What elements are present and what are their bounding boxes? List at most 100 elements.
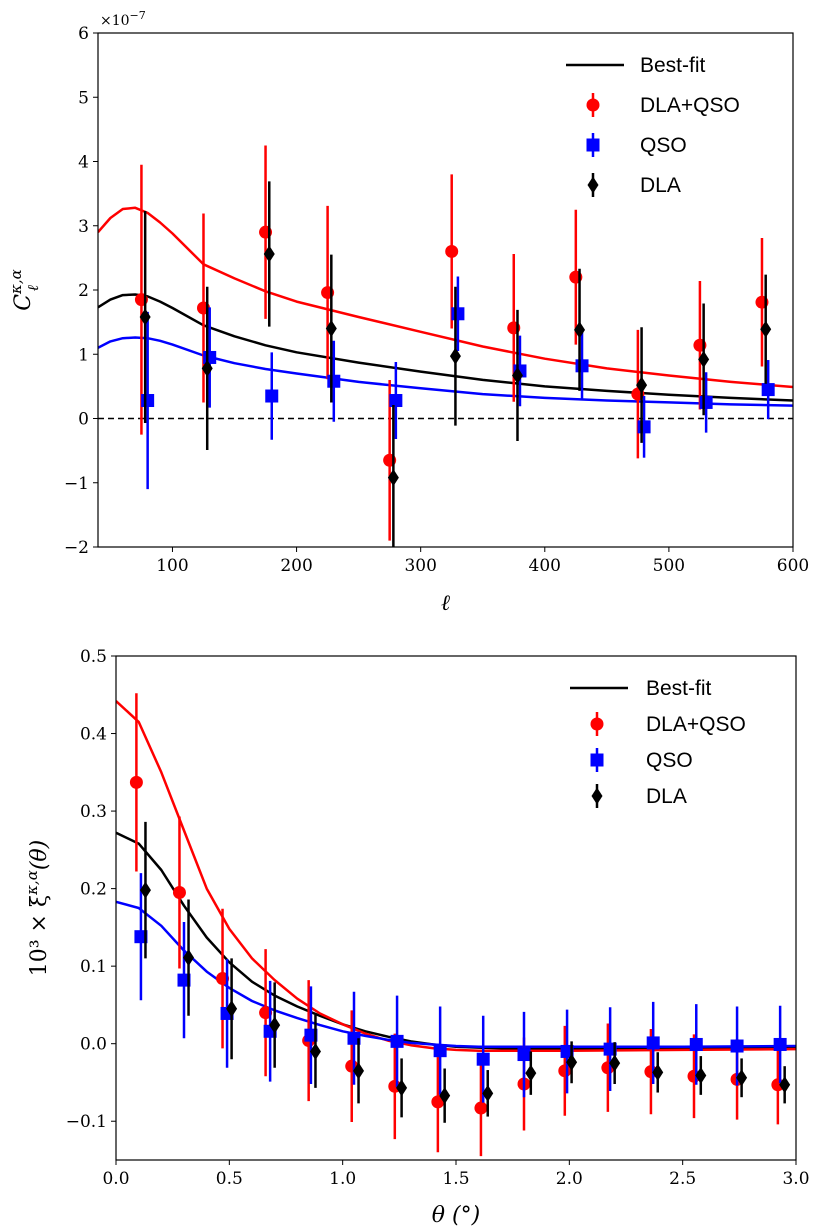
data-point	[177, 973, 191, 987]
y-axis-title-main: C	[11, 294, 36, 311]
data-point	[201, 359, 213, 377]
data-point	[652, 1063, 664, 1081]
data-point	[525, 1064, 537, 1082]
y-tick-label: −1	[64, 474, 89, 494]
data-point	[183, 949, 195, 967]
data-point	[259, 1006, 273, 1020]
x-tick-label: 500	[653, 556, 685, 576]
y-tick-label: 5	[78, 88, 89, 108]
data-point	[609, 1054, 621, 1072]
data-point	[433, 1044, 447, 1058]
series-qso	[134, 873, 787, 1103]
best-fit-curve-black	[98, 293, 793, 402]
legend-marker-diamond	[587, 176, 599, 194]
y-axis-title-suffix: (θ)	[27, 840, 52, 870]
data-point	[304, 1028, 318, 1042]
data-point	[511, 366, 523, 384]
legend-label: QSO	[640, 134, 687, 157]
data-point	[134, 930, 148, 944]
legend-label: Best-fit	[646, 677, 712, 700]
y-tick-label: 0.0	[80, 1035, 107, 1055]
y-tick-label: 0.3	[80, 802, 107, 822]
data-point	[603, 1042, 617, 1056]
x-tick-label: 3.0	[782, 1169, 809, 1189]
x-axis-title: ℓ	[441, 591, 451, 616]
y-axis-title: Cκ,αℓ	[7, 269, 42, 311]
x-tick-label: 100	[156, 556, 188, 576]
x-tick-label: 1.5	[442, 1169, 469, 1189]
data-point	[216, 972, 230, 986]
data-point	[698, 350, 710, 368]
data-point	[445, 244, 459, 258]
legend: Best-fit DLA+QSO QSO DLA	[566, 54, 740, 197]
legend-label: DLA	[646, 785, 687, 808]
x-tick-label: 2.5	[669, 1169, 696, 1189]
data-point	[265, 389, 279, 403]
y-tick-label: 3	[78, 217, 89, 237]
legend-label: DLA	[640, 174, 681, 197]
y-tick-label: 0.1	[80, 957, 107, 977]
data-point	[353, 1062, 365, 1080]
data-point	[574, 321, 586, 339]
y-axis-title-superscript: κ,α	[7, 269, 25, 295]
legend-marker-square	[590, 753, 604, 767]
legend: Best-fit DLA+QSO QSO DLA	[570, 677, 746, 808]
data-point	[646, 1036, 660, 1050]
power-spectrum-panel: 100 200 300 400 500 600−2−10123456ℓCκ,αℓ×10−7…	[7, 9, 809, 616]
y-tick-label: 0.4	[80, 725, 107, 745]
x-tick-label: 2.0	[556, 1169, 583, 1189]
data-point	[203, 350, 217, 364]
data-point	[396, 1079, 408, 1097]
x-tick-label: 200	[280, 556, 312, 576]
data-point	[482, 1084, 494, 1102]
y-tick-label: 1	[78, 345, 89, 365]
y-tick-label: −2	[64, 538, 89, 558]
x-tick-label: 0.5	[216, 1169, 243, 1189]
data-point	[309, 1042, 321, 1060]
data-point	[637, 420, 651, 434]
x-tick-label: 400	[529, 556, 561, 576]
y-tick-label: 0.2	[80, 880, 107, 900]
y-axis-title-superscript: κ,α	[23, 870, 41, 896]
data-point	[347, 1031, 361, 1045]
y-axis-title-subscript: ℓ	[24, 285, 42, 291]
best-fit-curve-red	[116, 700, 796, 1052]
data-point	[390, 1034, 404, 1048]
data-point	[263, 245, 275, 263]
correlation-function-panel: 0.0 0.5 1.0 1.5 2.0 2.5 3.0 −0.1 0.0 0.1 0.2 0.3 0.4…	[23, 647, 810, 1228]
y-tick-label: 6	[78, 24, 89, 44]
series-dla	[139, 821, 791, 1123]
data-point	[129, 775, 143, 789]
data-point	[139, 881, 151, 899]
data-point	[439, 1087, 451, 1105]
y-tick-label: 2	[78, 281, 89, 301]
best-fit-curve-black	[116, 831, 796, 1050]
data-point	[269, 1016, 281, 1034]
series-dla	[139, 181, 772, 547]
data-point	[730, 1039, 744, 1053]
data-point	[141, 394, 155, 408]
data-point	[779, 1076, 791, 1094]
y-scale-factor-exponent: −7	[130, 9, 146, 22]
legend-marker-diamond	[591, 787, 603, 805]
data-point	[560, 1044, 574, 1058]
data-point	[736, 1069, 748, 1087]
series-dla-qso	[134, 145, 769, 541]
data-point	[139, 308, 151, 326]
legend-marker-circle	[590, 717, 604, 731]
data-point	[760, 320, 772, 338]
x-tick-label: 600	[777, 556, 809, 576]
data-point	[474, 1101, 488, 1115]
legend-label: Best-fit	[640, 54, 706, 77]
y-scale-factor-base: ×10	[100, 13, 130, 29]
data-point	[699, 395, 713, 409]
legend-label: DLA+QSO	[646, 713, 746, 736]
data-point	[451, 307, 465, 321]
data-point	[476, 1052, 490, 1066]
data-point	[517, 1048, 531, 1062]
legend-label: QSO	[646, 749, 693, 772]
data-point	[636, 376, 648, 394]
y-tick-label: 0	[78, 410, 89, 430]
plot-area	[116, 693, 796, 1157]
